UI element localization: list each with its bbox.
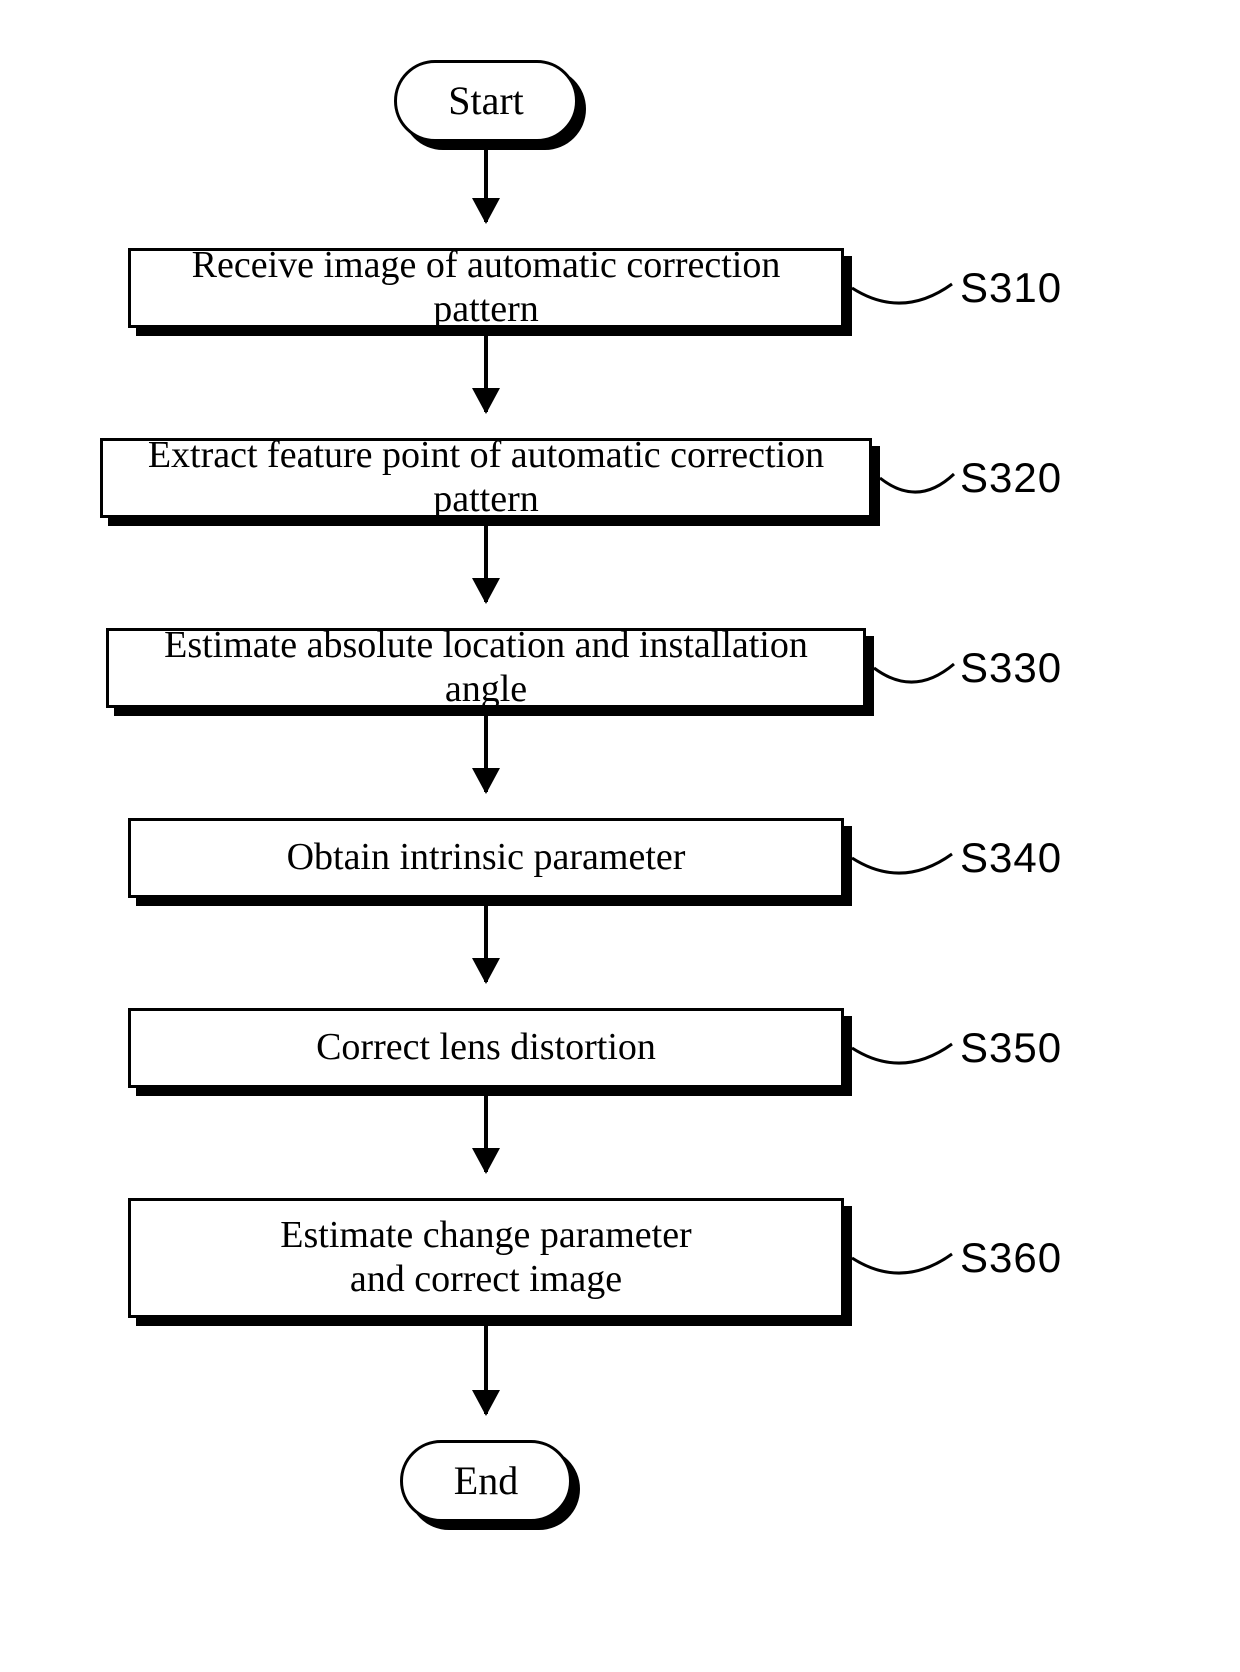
- terminator-end: End: [400, 1440, 572, 1522]
- step-label-s310: S310: [960, 264, 1062, 312]
- arrow: [484, 716, 488, 792]
- arrow: [484, 906, 488, 982]
- process-s310: Receive image of automatic correction pa…: [128, 248, 844, 328]
- connector-s350: [852, 1032, 960, 1072]
- arrow: [484, 1096, 488, 1172]
- flowchart-canvas: Start Receive image of automatic correct…: [0, 0, 1240, 1672]
- terminator-start-text: Start: [448, 81, 524, 121]
- process-s330: Estimate absolute location and installat…: [106, 628, 866, 708]
- process-s330-text: Estimate absolute location and installat…: [119, 624, 853, 711]
- process-s360: Estimate change parameter and correct im…: [128, 1198, 844, 1318]
- process-s350-text: Correct lens distortion: [316, 1026, 656, 1070]
- step-label-s330: S330: [960, 644, 1062, 692]
- connector-s340: [852, 842, 960, 882]
- connector-s330: [874, 652, 960, 692]
- arrow: [484, 336, 488, 412]
- step-label-s320: S320: [960, 454, 1062, 502]
- arrow: [484, 1326, 488, 1414]
- process-s350: Correct lens distortion: [128, 1008, 844, 1088]
- process-s320-text: Extract feature point of automatic corre…: [113, 434, 859, 521]
- process-s340: Obtain intrinsic parameter: [128, 818, 844, 898]
- process-s360-text: Estimate change parameter and correct im…: [280, 1214, 691, 1301]
- process-s340-text: Obtain intrinsic parameter: [287, 836, 686, 880]
- process-s310-text: Receive image of automatic correction pa…: [141, 244, 831, 331]
- step-label-s350: S350: [960, 1024, 1062, 1072]
- connector-s310: [852, 272, 960, 312]
- terminator-end-text: End: [454, 1461, 518, 1501]
- terminator-start: Start: [394, 60, 578, 142]
- connector-s360: [852, 1242, 960, 1282]
- arrow: [484, 150, 488, 222]
- arrow: [484, 526, 488, 602]
- step-label-s360: S360: [960, 1234, 1062, 1282]
- connector-s320: [880, 462, 960, 502]
- process-s320: Extract feature point of automatic corre…: [100, 438, 872, 518]
- step-label-s340: S340: [960, 834, 1062, 882]
